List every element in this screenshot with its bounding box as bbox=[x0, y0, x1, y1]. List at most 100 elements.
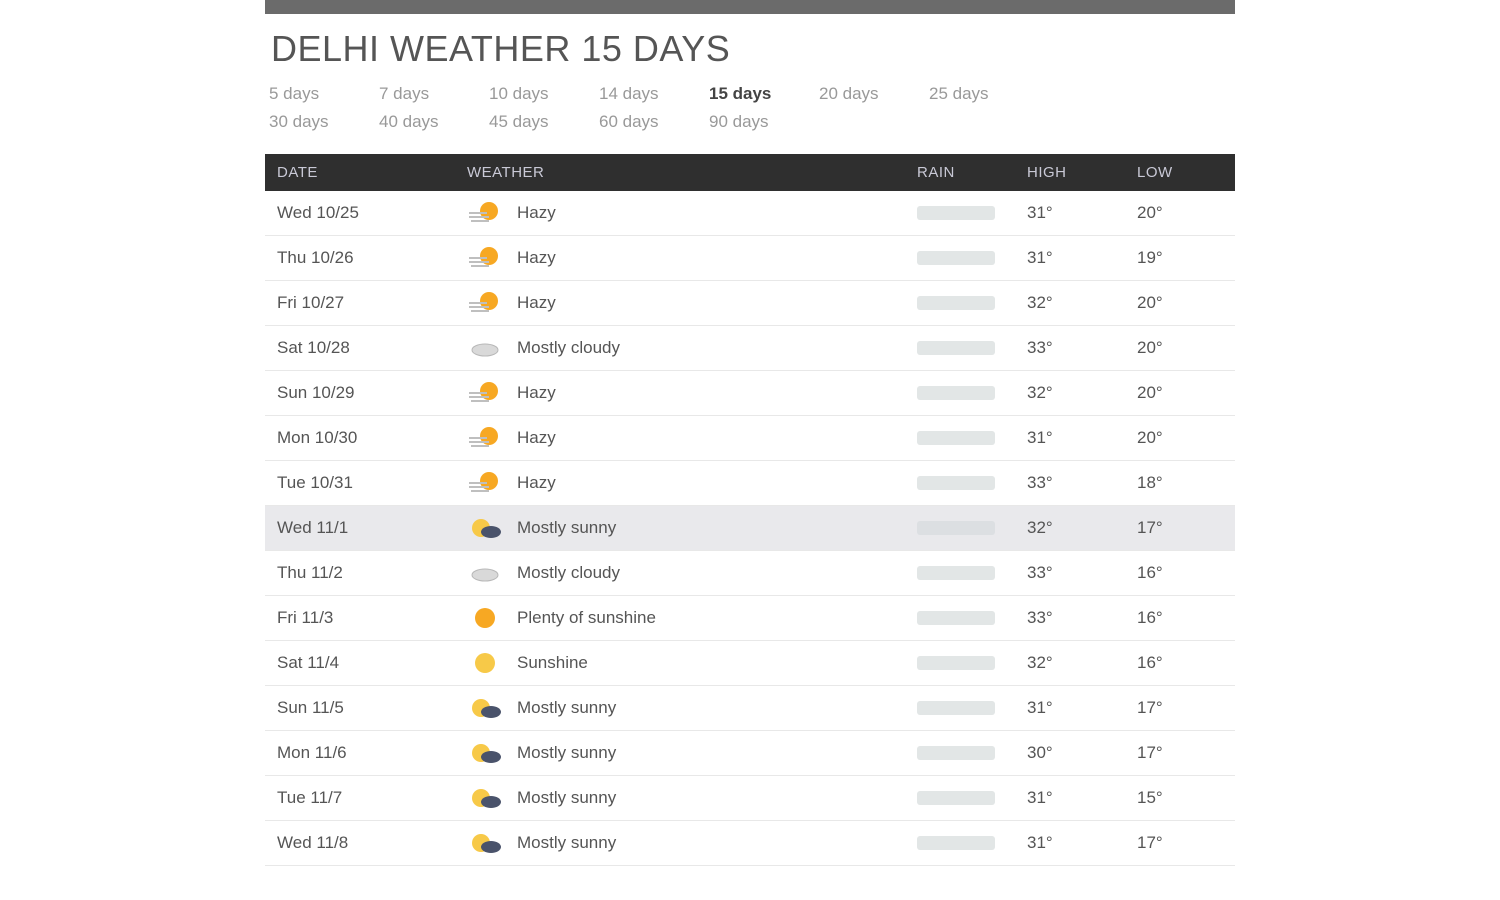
cell-weather: Plenty of sunshine bbox=[455, 596, 905, 641]
cell-rain bbox=[905, 596, 1015, 641]
rain-bar bbox=[917, 206, 995, 220]
weather-condition-label: Hazy bbox=[517, 383, 556, 403]
cell-date: Thu 10/26 bbox=[265, 236, 455, 281]
cell-weather: Hazy bbox=[455, 461, 905, 506]
range-tab[interactable]: 10 days bbox=[489, 80, 599, 108]
mostly-cloudy-icon bbox=[467, 334, 503, 362]
rain-bar bbox=[917, 386, 995, 400]
cell-rain bbox=[905, 506, 1015, 551]
weather-condition-label: Mostly cloudy bbox=[517, 563, 620, 583]
cell-rain bbox=[905, 371, 1015, 416]
mostly-sunny-icon bbox=[467, 514, 503, 542]
cell-low: 17° bbox=[1125, 506, 1235, 551]
cell-weather: Mostly cloudy bbox=[455, 551, 905, 596]
cell-high: 33° bbox=[1015, 461, 1125, 506]
table-row[interactable]: Mon 11/6Mostly sunny30°17° bbox=[265, 731, 1235, 776]
table-row[interactable]: Sun 10/29Hazy32°20° bbox=[265, 371, 1235, 416]
rain-bar bbox=[917, 836, 995, 850]
rain-bar bbox=[917, 251, 995, 265]
mostly-sunny-icon bbox=[467, 739, 503, 767]
cell-weather: Hazy bbox=[455, 416, 905, 461]
cell-weather: Mostly sunny bbox=[455, 506, 905, 551]
col-header-rain: RAIN bbox=[905, 154, 1015, 191]
cell-high: 33° bbox=[1015, 326, 1125, 371]
table-row[interactable]: Sun 11/5Mostly sunny31°17° bbox=[265, 686, 1235, 731]
table-row[interactable]: Sat 10/28Mostly cloudy33°20° bbox=[265, 326, 1235, 371]
table-row[interactable]: Wed 11/1Mostly sunny32°17° bbox=[265, 506, 1235, 551]
cell-high: 32° bbox=[1015, 641, 1125, 686]
range-tab[interactable]: 45 days bbox=[489, 108, 599, 136]
range-tab[interactable]: 30 days bbox=[269, 108, 379, 136]
cell-low: 16° bbox=[1125, 596, 1235, 641]
cell-rain bbox=[905, 236, 1015, 281]
table-row[interactable]: Wed 10/25Hazy31°20° bbox=[265, 191, 1235, 236]
range-tab[interactable]: 40 days bbox=[379, 108, 489, 136]
cell-date: Tue 10/31 bbox=[265, 461, 455, 506]
range-tab[interactable]: 5 days bbox=[269, 80, 379, 108]
cell-date: Sat 11/4 bbox=[265, 641, 455, 686]
cell-rain bbox=[905, 416, 1015, 461]
cell-low: 17° bbox=[1125, 821, 1235, 866]
range-tab[interactable]: 15 days bbox=[709, 80, 819, 108]
weather-condition-label: Mostly sunny bbox=[517, 698, 616, 718]
col-header-weather: WEATHER bbox=[455, 154, 905, 191]
cell-low: 19° bbox=[1125, 236, 1235, 281]
range-tab[interactable]: 14 days bbox=[599, 80, 709, 108]
cell-date: Mon 11/6 bbox=[265, 731, 455, 776]
cell-rain bbox=[905, 731, 1015, 776]
weather-condition-label: Mostly sunny bbox=[517, 743, 616, 763]
hazy-icon bbox=[467, 289, 503, 317]
cell-high: 33° bbox=[1015, 551, 1125, 596]
table-row[interactable]: Tue 11/7Mostly sunny31°15° bbox=[265, 776, 1235, 821]
table-row[interactable]: Tue 10/31Hazy 33°18° bbox=[265, 461, 1235, 506]
range-tab[interactable]: 7 days bbox=[379, 80, 489, 108]
table-row[interactable]: Thu 10/26Hazy 31°19° bbox=[265, 236, 1235, 281]
mostly-cloudy-icon bbox=[467, 559, 503, 587]
cell-high: 32° bbox=[1015, 506, 1125, 551]
range-tab[interactable]: 20 days bbox=[819, 80, 929, 108]
cell-date: Mon 10/30 bbox=[265, 416, 455, 461]
col-header-low: LOW bbox=[1125, 154, 1235, 191]
weather-condition-label: Hazy bbox=[517, 428, 556, 448]
cell-weather: Mostly cloudy bbox=[455, 326, 905, 371]
cell-weather: Hazy bbox=[455, 371, 905, 416]
cell-high: 31° bbox=[1015, 236, 1125, 281]
range-tab[interactable]: 25 days bbox=[929, 80, 1039, 108]
rain-bar bbox=[917, 341, 995, 355]
col-header-high: HIGH bbox=[1015, 154, 1125, 191]
cell-date: Fri 10/27 bbox=[265, 281, 455, 326]
cell-low: 17° bbox=[1125, 731, 1235, 776]
cell-high: 31° bbox=[1015, 191, 1125, 236]
cell-weather: Hazy bbox=[455, 236, 905, 281]
range-tab[interactable]: 60 days bbox=[599, 108, 709, 136]
rain-bar bbox=[917, 476, 995, 490]
table-row[interactable]: Fri 10/27Hazy32°20° bbox=[265, 281, 1235, 326]
rain-bar bbox=[917, 701, 995, 715]
cell-weather: Hazy bbox=[455, 191, 905, 236]
cell-high: 32° bbox=[1015, 281, 1125, 326]
cell-date: Tue 11/7 bbox=[265, 776, 455, 821]
cell-date: Sat 10/28 bbox=[265, 326, 455, 371]
cell-date: Thu 11/2 bbox=[265, 551, 455, 596]
weather-condition-label: Mostly cloudy bbox=[517, 338, 620, 358]
mostly-sunny-icon bbox=[467, 784, 503, 812]
cell-weather: Sunshine bbox=[455, 641, 905, 686]
cell-date: Sun 11/5 bbox=[265, 686, 455, 731]
table-row[interactable]: Fri 11/3Plenty of sunshine33°16° bbox=[265, 596, 1235, 641]
rain-bar bbox=[917, 611, 995, 625]
table-row[interactable]: Mon 10/30Hazy31°20° bbox=[265, 416, 1235, 461]
cell-weather: Mostly sunny bbox=[455, 686, 905, 731]
cell-date: Sun 10/29 bbox=[265, 371, 455, 416]
table-row[interactable]: Wed 11/8Mostly sunny31°17° bbox=[265, 821, 1235, 866]
table-header-row: DATE WEATHER RAIN HIGH LOW bbox=[265, 154, 1235, 191]
table-row[interactable]: Thu 11/2Mostly cloudy33°16° bbox=[265, 551, 1235, 596]
mostly-sunny-icon bbox=[467, 829, 503, 857]
cell-low: 18° bbox=[1125, 461, 1235, 506]
table-row[interactable]: Sat 11/4Sunshine32°16° bbox=[265, 641, 1235, 686]
cell-low: 20° bbox=[1125, 191, 1235, 236]
rain-bar bbox=[917, 566, 995, 580]
cell-low: 17° bbox=[1125, 686, 1235, 731]
rain-bar bbox=[917, 296, 995, 310]
range-tab[interactable]: 90 days bbox=[709, 108, 819, 136]
cell-rain bbox=[905, 326, 1015, 371]
